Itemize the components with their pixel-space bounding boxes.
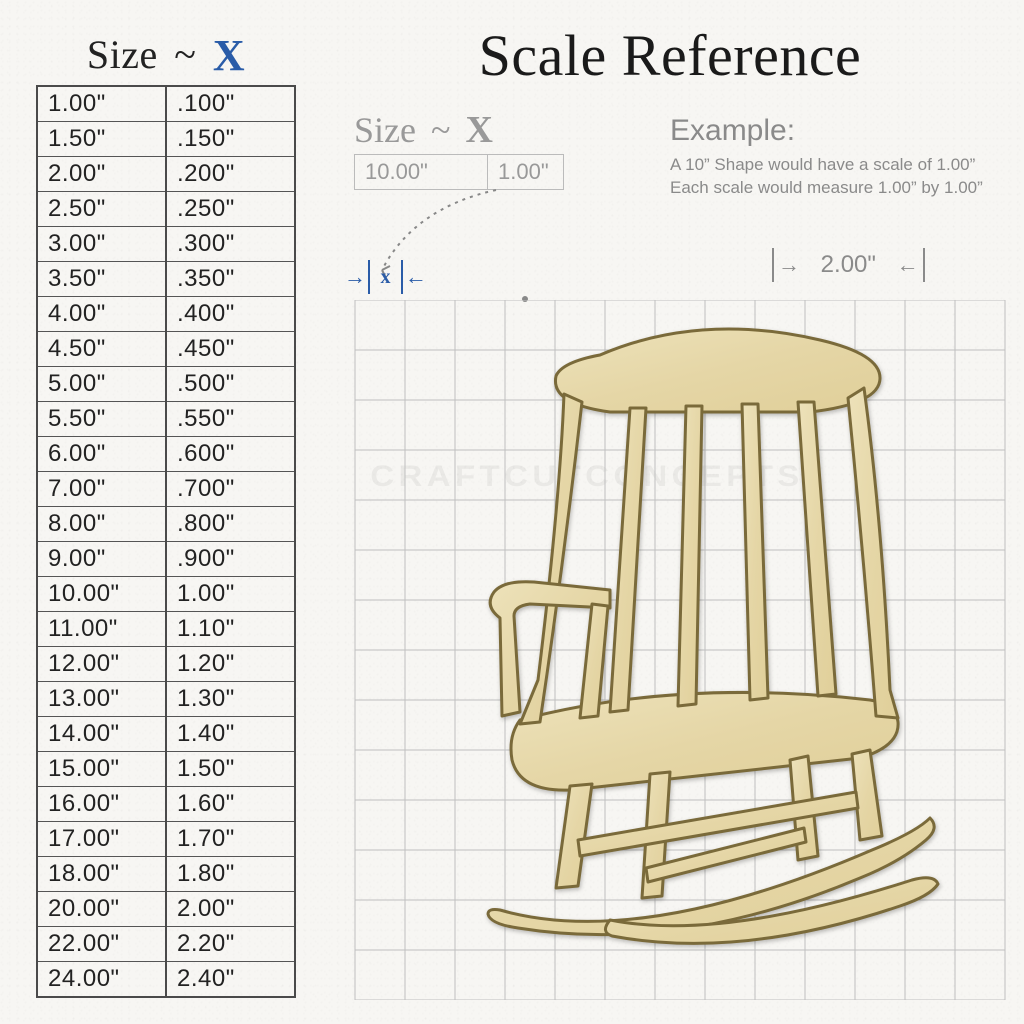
table-row: 22.00"2.20" (37, 927, 295, 962)
mini-left: 10.00" (355, 155, 488, 189)
table-row: 16.00"1.60" (37, 787, 295, 822)
mini-title: Size ~ X (354, 108, 564, 152)
table-row: 3.50".350" (37, 262, 295, 297)
table-row: 6.00".600" (37, 437, 295, 472)
table-row: 12.00"1.20" (37, 647, 295, 682)
table-row: 17.00"1.70" (37, 822, 295, 857)
table-row: 2.50".250" (37, 192, 295, 227)
table-row: 4.00".400" (37, 297, 295, 332)
size-table-title: Size ~ X (36, 28, 296, 79)
table-row: 1.00".100" (37, 86, 295, 122)
table-row: 9.00".900" (37, 542, 295, 577)
size-x: X (213, 30, 245, 81)
table-row: 14.00"1.40" (37, 717, 295, 752)
table-row: 4.50".450" (37, 332, 295, 367)
mini-right: 1.00" (488, 155, 563, 189)
dim-2-marker: → 2.00" ← (772, 248, 925, 282)
table-row: 5.50".550" (37, 402, 295, 437)
example-text: Example: A 10” Shape would have a scale … (670, 114, 1010, 200)
right-panel: Scale Reference Size ~ X 10.00" 1.00" Ex… (330, 0, 1024, 1024)
table-row: 3.00".300" (37, 227, 295, 262)
mini-values: 10.00" 1.00" (354, 154, 564, 190)
table-row: 1.50".150" (37, 122, 295, 157)
dim-x-marker: → x ← (342, 260, 429, 294)
table-row: 10.00"1.00" (37, 577, 295, 612)
table-row: 7.00".700" (37, 472, 295, 507)
table-row: 18.00"1.80" (37, 857, 295, 892)
example-line1: A 10” Shape would have a scale of 1.00” (670, 154, 1010, 177)
table-row: 5.00".500" (37, 367, 295, 402)
example-line2: Each scale would measure 1.00” by 1.00” (670, 177, 1010, 200)
table-row: 2.00".200" (37, 157, 295, 192)
size-table-body: 1.00".100"1.50".150"2.00".200"2.50".250"… (36, 85, 296, 998)
chair-shape (460, 320, 940, 950)
size-table: Size ~ X 1.00".100"1.50".150"2.00".200"2… (36, 28, 296, 998)
example-heading: Example: (670, 114, 1010, 148)
table-row: 11.00"1.10" (37, 612, 295, 647)
table-row: 13.00"1.30" (37, 682, 295, 717)
page-title: Scale Reference (330, 22, 1010, 89)
table-row: 8.00".800" (37, 507, 295, 542)
mini-size-box: Size ~ X 10.00" 1.00" (354, 108, 564, 190)
table-row: 15.00"1.50" (37, 752, 295, 787)
table-row: 24.00"2.40" (37, 962, 295, 998)
size-label: Size (87, 32, 158, 77)
table-row: 20.00"2.00" (37, 892, 295, 927)
size-sep: ~ (174, 32, 196, 77)
